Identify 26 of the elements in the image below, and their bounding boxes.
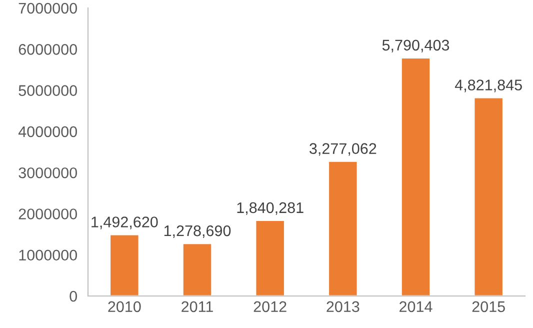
y-tick-label: 2000000 — [18, 208, 77, 220]
y-tick-label: 6000000 — [18, 44, 77, 55]
x-tick-label: 2013 — [326, 301, 360, 312]
data-label: 1,278,690 — [164, 225, 231, 238]
data-label: 3,277,062 — [310, 143, 376, 156]
data-label: 1,492,620 — [92, 216, 158, 230]
bar — [109, 234, 140, 296]
y-tick-label: 7000000 — [18, 2, 77, 14]
x-tick-label: 2014 — [400, 301, 432, 312]
y-tick-label: 5000000 — [18, 85, 77, 96]
y-tick-label: 4000000 — [18, 126, 77, 138]
y-tick-label: 0 — [70, 290, 77, 302]
x-tick-label: 2015 — [472, 301, 505, 312]
bar — [254, 220, 286, 296]
y-tick-label: 3000000 — [18, 167, 77, 178]
x-tick-label: 2010 — [108, 301, 141, 312]
x-tick-label: 2011 — [182, 301, 213, 312]
data-label: 4,821,845 — [454, 80, 522, 92]
bar — [473, 96, 504, 296]
data-label: 5,790,403 — [382, 40, 450, 52]
x-tick-label: 2012 — [254, 301, 286, 312]
bar — [400, 57, 432, 296]
bar — [182, 242, 213, 296]
bar — [328, 160, 358, 296]
y-tick-label: 1000000 — [19, 250, 77, 261]
data-label: 1,840,281 — [237, 202, 304, 215]
